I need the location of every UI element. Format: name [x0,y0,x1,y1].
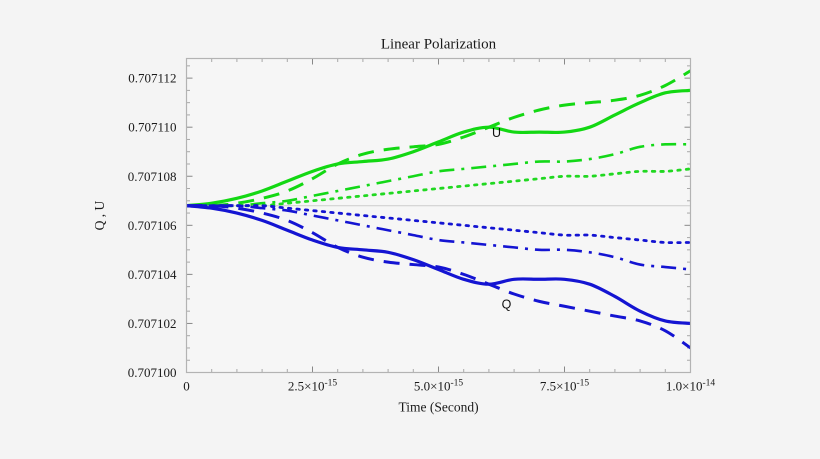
data-series-layer [186,69,691,350]
y-tick-label: 0.707112 [128,71,176,86]
series-line-q-dash-dot [186,204,691,271]
plot-area-background [186,58,691,373]
x-tick-label: 7.5×10-15 [540,379,590,394]
series-line-u-dash-dot [186,142,691,208]
x-tick-label: 0 [183,379,190,394]
x-tick-labels: 0 2.5×10-15 5.0×10-15 7.5×10-15 1.0×10-14 [183,379,715,394]
y-tick-label: 0.707110 [128,120,176,135]
y-tick-label: 0.707100 [128,365,177,380]
series-line-q-solid [186,204,691,326]
series-label-q: Q [502,298,512,312]
plot-frame-rect [185,57,692,374]
y-axis-title: Q , U [92,200,107,230]
plot-frame [185,57,692,374]
y-tick-label: 0.707102 [128,316,177,331]
x-axis-title: Time (Second) [398,400,478,415]
series-label-u: U [492,126,501,140]
series-line-q-dashed [186,204,691,350]
chart-title: Linear Polarization [381,37,497,53]
x-tick-label: 2.5×10-15 [288,379,338,394]
y-tick-labels: 0.707100 0.707102 0.707104 0.707106 0.707108… [128,71,177,380]
series-annotations: UQ [492,126,512,312]
series-line-u-solid [186,88,691,208]
y-tick-label: 0.707108 [128,169,177,184]
series-line-u-dashed [186,69,691,208]
x-tick-label: 1.0×10-14 [666,379,716,394]
x-tick-label: 5.0×10-15 [414,379,464,394]
y-tick-label: 0.707106 [128,218,177,233]
y-tick-label: 0.707104 [128,267,177,282]
